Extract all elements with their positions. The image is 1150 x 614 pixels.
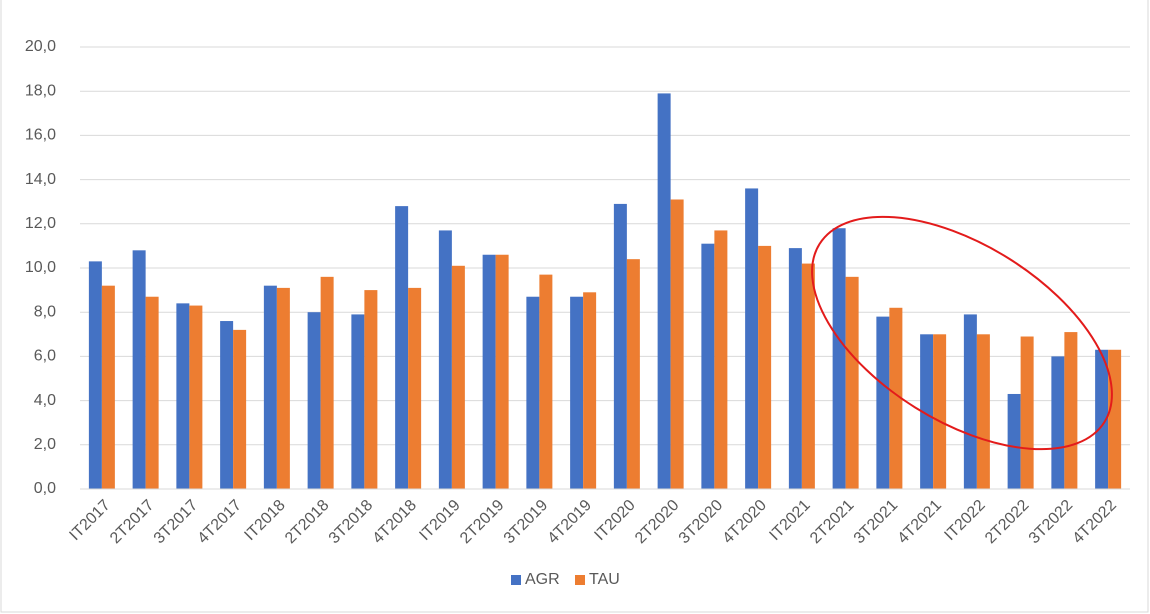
x-tick-label: 4T2022	[1070, 497, 1120, 547]
bar	[1108, 349, 1122, 489]
bar	[920, 334, 934, 489]
bar	[351, 314, 365, 489]
bar	[189, 305, 203, 489]
y-tick-label: 2,0	[34, 436, 56, 453]
bar	[364, 290, 378, 489]
y-tick-label: 20,0	[25, 38, 56, 55]
bar	[701, 243, 715, 489]
legend-label: AGR	[525, 571, 560, 588]
bar	[876, 316, 890, 489]
bar	[451, 265, 465, 489]
x-tick-label: 2T2022	[982, 497, 1032, 547]
bar	[101, 285, 115, 489]
bar	[801, 263, 815, 489]
bar	[132, 250, 146, 489]
bar	[495, 254, 509, 489]
x-tick-label: 4T2020	[720, 497, 770, 547]
x-tick-label: 3T2020	[676, 497, 726, 547]
x-tick-label: IT2022	[941, 497, 988, 544]
legend-label: TAU	[589, 571, 620, 588]
x-tick-label: 2T2020	[632, 497, 682, 547]
bar	[657, 93, 671, 489]
bar	[145, 296, 159, 489]
bar	[845, 276, 859, 489]
bar	[1020, 336, 1034, 489]
bar	[482, 254, 496, 489]
x-tick-label: 3T2019	[501, 497, 551, 547]
y-tick-label: 6,0	[34, 348, 56, 365]
bar	[307, 312, 321, 489]
bar	[670, 199, 684, 490]
x-tick-label: 2T2019	[457, 497, 507, 547]
y-tick-label: 0,0	[34, 480, 56, 497]
bar	[176, 303, 190, 489]
bar	[613, 203, 627, 489]
legend-swatch	[575, 575, 585, 585]
bar	[745, 188, 759, 489]
x-tick-label: 4T2017	[195, 497, 245, 547]
bar	[626, 259, 640, 489]
bar	[276, 287, 290, 489]
bar	[539, 274, 553, 489]
bar	[976, 334, 990, 489]
x-tick-label: 3T2021	[851, 497, 901, 547]
bar	[1007, 393, 1021, 489]
x-tick-label: IT2021	[766, 497, 813, 544]
bar	[758, 245, 772, 489]
x-tick-label: 4T2019	[545, 497, 595, 547]
x-tick-label: 4T2021	[895, 497, 945, 547]
x-tick-label: IT2020	[591, 497, 638, 544]
bar	[526, 296, 540, 489]
bar	[233, 329, 247, 489]
bar	[220, 321, 234, 489]
y-tick-label: 14,0	[25, 171, 56, 188]
bar	[714, 230, 728, 489]
x-tick-label: 3T2017	[151, 497, 201, 547]
bar	[963, 314, 977, 489]
highlight-ellipse	[811, 215, 1113, 451]
bar	[933, 334, 947, 489]
x-tick-label: 2T2017	[107, 497, 157, 547]
legend-swatch	[511, 575, 521, 585]
x-tick-label: IT2018	[241, 497, 288, 544]
bar	[1051, 356, 1065, 489]
bar	[832, 228, 846, 489]
bar	[263, 285, 277, 489]
bar	[570, 296, 584, 489]
plot-area: 0,0 2,0 4,0 6,0 8,0 10,0 12,0 14,0 16,0 18,0 20,0 I…	[25, 38, 1130, 588]
x-tick-label: 3T2018	[326, 497, 376, 547]
y-tick-label: 4,0	[34, 392, 56, 409]
x-tick-label: 4T2018	[370, 497, 420, 547]
bar	[438, 230, 452, 489]
y-tick-label: 10,0	[25, 259, 56, 276]
bar	[1064, 332, 1078, 489]
y-tick-label: 8,0	[34, 303, 56, 320]
bar	[395, 206, 409, 489]
bar	[1095, 349, 1109, 489]
x-tick-label: 3T2022	[1026, 497, 1076, 547]
bar	[583, 292, 597, 489]
bar	[889, 307, 903, 489]
x-tick-label: 2T2021	[807, 497, 857, 547]
y-tick-label: 18,0	[25, 82, 56, 99]
bar	[408, 287, 422, 489]
x-tick-label: 2T2018	[282, 497, 332, 547]
x-tick-label: IT2019	[416, 497, 463, 544]
x-tick-label: IT2017	[66, 497, 113, 544]
bar	[788, 248, 802, 489]
bar	[320, 276, 334, 489]
y-tick-label: 12,0	[25, 215, 56, 232]
y-tick-label: 16,0	[25, 127, 56, 144]
bar	[88, 261, 102, 489]
